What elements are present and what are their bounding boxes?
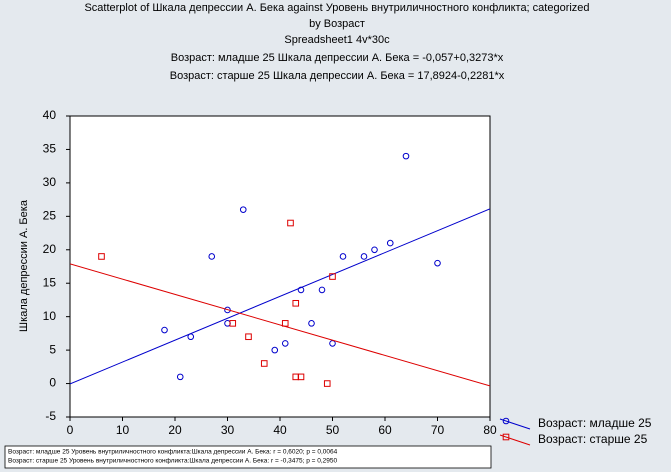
point	[161, 326, 168, 334]
x-tick-label: 60	[378, 423, 392, 437]
point	[318, 286, 326, 294]
plot-area	[69, 115, 491, 418]
point	[176, 373, 184, 381]
note: Возраст: старше 25 Уровень внутриличност…	[8, 458, 337, 465]
x-tick-label: 30	[221, 423, 235, 437]
point	[323, 380, 331, 387]
point	[434, 259, 441, 267]
point	[98, 253, 105, 260]
chart-title: Scatterplot of Шкала депрессии А. Бека a…	[84, 2, 589, 14]
legend-label: Возраст: младше 25	[538, 416, 652, 430]
point	[187, 333, 195, 341]
point	[502, 417, 510, 425]
y-tick-label: 15	[43, 275, 57, 289]
point	[260, 360, 268, 367]
chart-subtitle: Возраст: младше 25 Шкала депрессии А. Бе…	[171, 52, 504, 64]
point	[308, 320, 315, 327]
legend-label: Возраст: старше 25	[538, 432, 648, 446]
point	[402, 152, 410, 160]
y-tick-label: 30	[43, 175, 57, 189]
x-tick-label: 70	[431, 423, 445, 437]
x-tick-label: 10	[116, 423, 130, 437]
point	[271, 346, 279, 354]
y-tick-label: 40	[43, 108, 57, 122]
point	[239, 206, 247, 213]
point	[360, 253, 368, 260]
point	[371, 246, 378, 254]
fit-line	[70, 208, 490, 385]
legend-line	[499, 434, 531, 446]
legend-line	[499, 418, 531, 430]
x-tick-label: 80	[483, 423, 497, 437]
y-tick-label: 35	[43, 142, 57, 156]
point	[297, 286, 305, 294]
y-tick-label: 20	[43, 242, 57, 256]
x-tick-label: 0	[67, 423, 74, 437]
y-tick-label: 10	[43, 309, 57, 323]
chart-subtitle: Spreadsheet1 4v*30c	[284, 34, 390, 46]
x-tick-label: 20	[168, 423, 182, 437]
point	[281, 320, 289, 327]
point	[292, 299, 300, 307]
chart-title: by Возраст	[309, 18, 365, 30]
chart-subtitle: Возраст: старше 25 Шкала депрессии А. Бе…	[170, 70, 505, 82]
point	[502, 433, 510, 441]
x-tick-label: 40	[273, 423, 287, 437]
point	[339, 253, 347, 260]
point	[281, 340, 289, 347]
y-axis-label: Шкала депрессии А. Бека	[18, 199, 30, 332]
y-tick-label: 25	[43, 209, 57, 223]
y-tick-label: 5	[49, 342, 56, 356]
y-tick-label: 0	[49, 376, 56, 390]
point	[287, 219, 294, 227]
point	[245, 333, 252, 341]
fit-line	[70, 263, 490, 387]
x-tick-label: 50	[326, 423, 340, 437]
point	[297, 373, 305, 381]
note: Возраст: младше 25 Уровень внутриличност…	[8, 449, 338, 456]
point	[386, 239, 394, 247]
note-box	[4, 445, 492, 469]
point	[329, 273, 336, 280]
y-tick-label: -5	[45, 409, 56, 423]
point	[229, 320, 237, 327]
point	[208, 253, 216, 260]
